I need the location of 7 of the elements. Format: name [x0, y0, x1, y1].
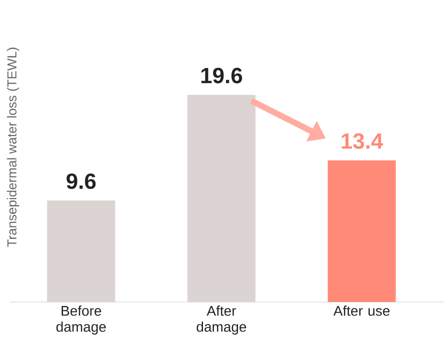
y-axis-title: Transepidermal water loss (TEWL)	[6, 48, 20, 247]
data-label: 19.6	[201, 68, 242, 84]
x-tick-label: After damage	[196, 306, 246, 335]
data-label: 13.4	[342, 133, 384, 149]
data-label: 9.6	[66, 173, 96, 190]
x-tick-label: Before damage	[56, 306, 106, 335]
x-tick-label: After use	[333, 306, 390, 316]
